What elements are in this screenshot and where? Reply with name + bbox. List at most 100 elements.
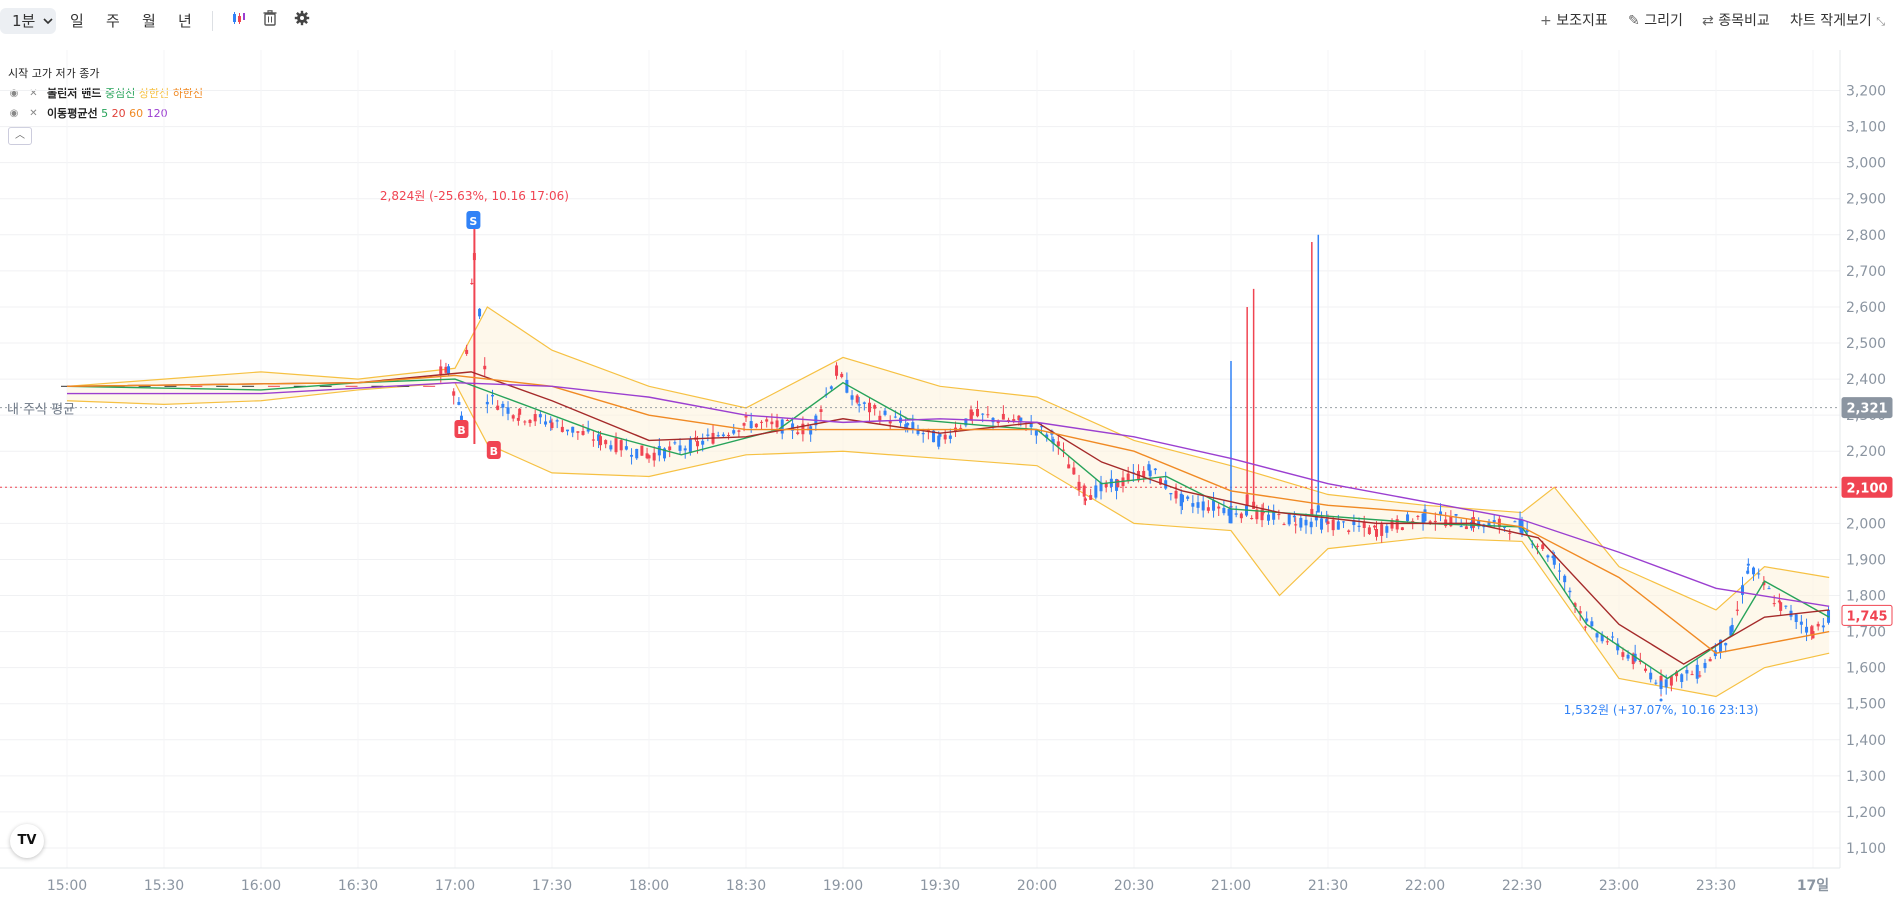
candle-body <box>635 448 639 459</box>
bollinger-upper-label: 상한선 <box>138 87 170 100</box>
candle-body <box>921 433 925 435</box>
period-month-button[interactable]: 월 <box>142 12 156 30</box>
bollinger-name: 볼린저 밴드 <box>47 87 102 100</box>
candle-body <box>1695 664 1699 679</box>
chevron-down-icon <box>43 18 53 25</box>
candle-body <box>721 434 725 437</box>
small-view-button[interactable]: 차트 작게보기 ⤡ <box>1790 8 1885 34</box>
candle-body <box>1578 611 1582 614</box>
candle-body <box>1099 482 1103 492</box>
chart-type-button[interactable] <box>231 8 247 34</box>
eye-icon[interactable]: ◉ <box>9 88 19 99</box>
period-year-button[interactable]: 년 <box>178 12 192 30</box>
y-tick-label: 2,500 <box>1846 336 1886 352</box>
candle-body <box>862 402 866 404</box>
x-tick-label: 15:00 <box>47 878 87 894</box>
draw-label: 그리기 <box>1644 13 1683 29</box>
y-tick-label: 2,200 <box>1846 444 1886 460</box>
period-day-button[interactable]: 일 <box>70 12 84 30</box>
candle-body <box>1169 492 1173 495</box>
spike-body <box>1310 508 1314 517</box>
candle-body <box>1433 520 1437 523</box>
y-tick-label: 1,700 <box>1846 625 1886 641</box>
buy-badge: B <box>490 445 498 458</box>
candle-body <box>1421 513 1425 523</box>
high-annotation: 2,824원 (-25.63%, 10.16 17:06) <box>380 189 569 203</box>
x-tick-label: 21:30 <box>1308 878 1348 894</box>
candle-body <box>1380 524 1384 536</box>
x-tick-label: 15:30 <box>144 878 184 894</box>
x-tick-label: 16:30 <box>338 878 378 894</box>
candle-body <box>1034 430 1038 436</box>
candle-body <box>1573 603 1577 607</box>
candle-body <box>501 403 505 408</box>
period-week-button[interactable]: 주 <box>106 12 120 30</box>
candle-body <box>1459 526 1463 528</box>
candle-body <box>470 282 474 285</box>
candle-body <box>516 417 520 421</box>
candle-body <box>1659 681 1663 689</box>
candle-body <box>1563 575 1567 583</box>
candle-body <box>706 434 710 436</box>
candle-body <box>835 365 839 376</box>
candle-body <box>1292 515 1296 518</box>
avg-price-label: 내 주식 평균 <box>7 403 75 418</box>
candle-body <box>1050 430 1054 435</box>
candle-body <box>624 446 628 450</box>
legend-collapse-button[interactable]: ︿ <box>8 127 32 145</box>
candle-body <box>614 438 618 453</box>
candle-body <box>1708 658 1712 662</box>
ma-legend: ◉ ✕ 이동평균선 5 20 60 120 <box>8 104 203 124</box>
candle-body <box>485 401 489 405</box>
y-tick-label: 3,100 <box>1846 120 1886 136</box>
candle-body <box>1357 525 1361 527</box>
settings-button[interactable] <box>294 8 310 34</box>
eye-icon[interactable]: ◉ <box>9 108 19 119</box>
candle-body <box>652 452 656 461</box>
candle-body <box>1784 605 1788 607</box>
candle-body <box>1126 473 1130 482</box>
candle-body <box>760 421 764 423</box>
candle-body <box>785 420 789 422</box>
candle-body <box>1713 650 1717 657</box>
candle-body <box>1227 508 1231 516</box>
y-tick-label: 2,400 <box>1846 372 1886 388</box>
candle-body <box>1024 428 1028 430</box>
candle-body <box>1757 573 1761 575</box>
indicators-button[interactable]: + 보조지표 <box>1540 8 1608 34</box>
close-icon[interactable]: ✕ <box>29 108 38 119</box>
y-tick-label: 1,800 <box>1846 589 1886 605</box>
target-price-tag: 2,100 <box>1846 481 1887 496</box>
ma60-line <box>66 374 1830 654</box>
candle-body <box>571 426 575 433</box>
candle-body <box>1741 585 1745 595</box>
candle-body <box>1336 521 1340 530</box>
candle-body <box>883 410 887 415</box>
interval-dropdown[interactable]: 1분 <box>0 8 56 34</box>
close-icon[interactable]: ✕ <box>29 88 38 99</box>
tradingview-logo[interactable]: TV <box>10 824 44 858</box>
candle-body <box>796 432 800 434</box>
candle-body <box>1638 660 1642 662</box>
candle-body <box>1772 603 1776 605</box>
candle-body <box>1164 480 1168 489</box>
candle-body <box>1362 522 1366 528</box>
candle-body <box>1631 653 1635 665</box>
x-tick-label: 23:00 <box>1599 878 1639 894</box>
candle-body <box>1261 511 1265 514</box>
candle-body <box>1633 653 1637 662</box>
candle-body <box>544 421 548 425</box>
candle-body <box>1518 519 1522 530</box>
candle-body <box>716 435 720 437</box>
compare-button[interactable]: ⇄ 종목비교 <box>1702 8 1770 34</box>
candle-body <box>711 432 715 444</box>
candle-body <box>1272 510 1276 520</box>
low-annotation: 1,532원 (+37.07%, 10.16 23:13) <box>1564 703 1759 717</box>
candle-body <box>959 427 963 429</box>
delete-button[interactable] <box>263 8 277 34</box>
candle-body <box>538 414 542 418</box>
draw-button[interactable]: ✎ 그리기 <box>1628 8 1683 34</box>
y-tick-label: 2,000 <box>1846 516 1886 532</box>
candle-body <box>1179 493 1183 507</box>
